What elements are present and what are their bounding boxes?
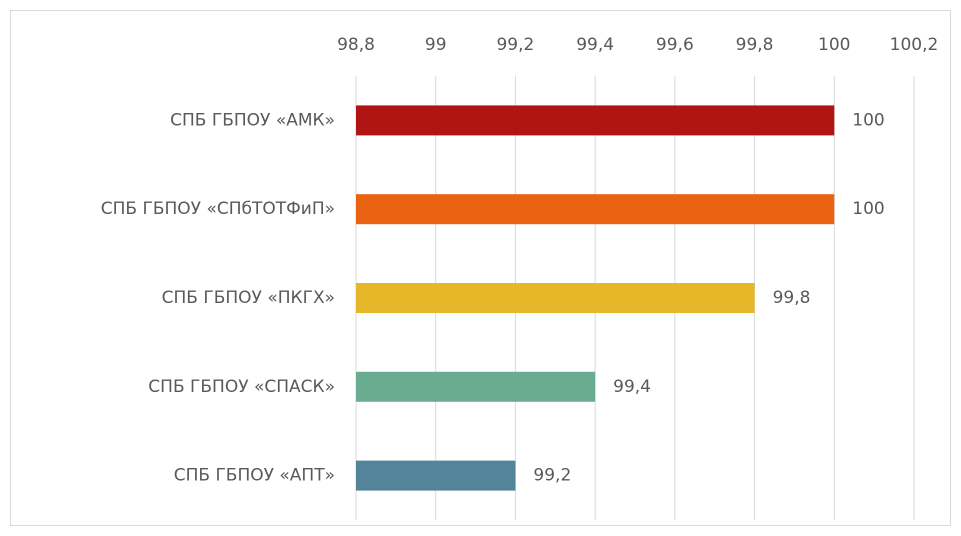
data-label: 99,2 <box>533 466 571 486</box>
data-label: 100 <box>852 110 884 130</box>
bar <box>356 371 596 402</box>
y-tick-label: СПБ ГБПОУ «СПАСК» <box>148 377 335 397</box>
x-tick-label: 99 <box>425 35 447 55</box>
y-tick-label: СПБ ГБПОУ «АПТ» <box>174 466 335 486</box>
bar <box>356 283 755 313</box>
x-tick-label: 99,6 <box>656 35 694 55</box>
x-tick-label: 100 <box>818 35 850 55</box>
bar <box>356 194 835 225</box>
x-tick-label: 99,8 <box>736 35 774 55</box>
y-tick-label: СПБ ГБПОУ «СПбТОТФиП» <box>101 199 335 219</box>
data-label: 99,8 <box>773 288 811 308</box>
y-tick-label: СПБ ГБПОУ «ПКГХ» <box>162 288 335 308</box>
data-label: 99,4 <box>613 377 651 397</box>
x-tick-label: 98,8 <box>337 35 375 55</box>
bar <box>356 460 516 491</box>
y-tick-label: СПБ ГБПОУ «АМК» <box>170 110 335 130</box>
x-tick-label: 100,2 <box>890 35 939 55</box>
x-tick-label: 99,2 <box>496 35 534 55</box>
chart-frame <box>10 10 951 526</box>
data-label: 100 <box>852 199 884 219</box>
x-tick-label: 99,4 <box>576 35 614 55</box>
bar <box>356 105 835 136</box>
